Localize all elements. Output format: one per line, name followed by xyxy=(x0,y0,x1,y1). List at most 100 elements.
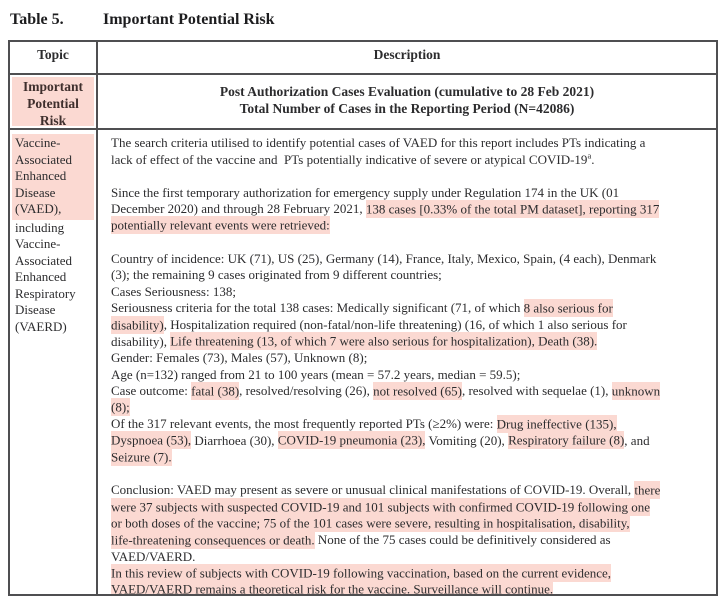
subheader-topic-line: Potential xyxy=(27,95,79,111)
text-line: (VAERD) xyxy=(15,319,94,336)
plain-text: . xyxy=(591,151,595,167)
plain-text: , and xyxy=(624,432,650,448)
plain-text: including xyxy=(15,219,65,235)
text-line: Disease xyxy=(15,185,94,202)
highlighted-text: life-threatening consequences or death. xyxy=(111,530,315,549)
topic-cell-vaed: Vaccine- Associated Enhanced Disease (VAED),… xyxy=(10,130,98,594)
text-line: disability), Life threatening (13, of wh… xyxy=(111,332,710,351)
plain-text: December 2020) and through 28 February 2… xyxy=(111,201,366,217)
plain-text: Cases Seriousness: 138; xyxy=(111,283,236,299)
highlighted-text: disability) xyxy=(111,315,164,334)
highlighted-text: 138 cases [0.33% of the total PM dataset… xyxy=(365,199,660,218)
column-header-description: Description xyxy=(98,42,716,75)
plain-text: Since the first temporary authorization … xyxy=(111,184,620,200)
text-line: Enhanced xyxy=(15,269,94,286)
paragraph-spacer xyxy=(111,234,710,251)
highlighted-text: there xyxy=(634,480,661,499)
highlighted-text: not resolved (65) xyxy=(373,381,462,400)
text-line: Seizure (7). xyxy=(111,447,710,466)
text-line: Associated xyxy=(15,152,94,169)
text-line: Disease xyxy=(15,302,94,319)
text-line: were 37 subjects with suspected COVID-19… xyxy=(111,497,710,516)
total-cases-line: Total Number of Cases in the Reporting P… xyxy=(239,101,575,116)
highlighted-text: Drug ineffective (135), xyxy=(496,414,617,433)
text-line: Vaccine- xyxy=(15,236,94,253)
paragraph-spacer xyxy=(111,168,710,185)
text-line: (8); xyxy=(111,398,710,417)
plain-text: Enhanced xyxy=(15,269,67,285)
plain-text: (VAED), xyxy=(15,201,62,217)
post-authorization-line: Post Authorization Cases Evaluation (cum… xyxy=(219,84,595,99)
topic-highlight-block: Vaccine- Associated Enhanced Disease (VAED), xyxy=(12,134,94,220)
plain-text: Vomiting (20), xyxy=(425,432,509,448)
plain-text: Conclusion: VAED may present as severe o… xyxy=(111,482,635,498)
highlighted-text: (8); xyxy=(111,398,130,417)
plain-text: Enhanced xyxy=(15,168,67,184)
subheader-topic-cell: Important Potential Risk xyxy=(10,75,98,130)
text-line: Dyspnoea (53), Diarrhoea (30), COVID-19 … xyxy=(111,431,710,450)
plain-text: Age (n=132) ranged from 21 to 100 years … xyxy=(111,366,521,382)
text-line: Respiratory xyxy=(15,286,94,303)
subheader-topic-line: Important xyxy=(23,79,83,94)
plain-text: Disease xyxy=(15,184,56,200)
page-title: Table 5. Important Potential Risk xyxy=(10,11,275,29)
plain-text: , Hospitalization required (non-fatal/no… xyxy=(163,317,627,333)
highlighted-text: COVID-19 pneumonia (23), xyxy=(277,431,426,450)
plain-text: (3); the remaining 9 cases originated fr… xyxy=(111,267,442,283)
plain-text: Gender: Females (73), Males (57), Unknow… xyxy=(111,350,368,366)
plain-text: Diarrhoea (30), xyxy=(191,432,278,448)
highlighted-text: Respiratory failure (8) xyxy=(508,431,625,450)
plain-text: VAED/VAERD. xyxy=(111,548,196,564)
table-title-text: Important Potential Risk xyxy=(103,11,275,28)
text-line: Country of incidence: UK (71), US (25), … xyxy=(111,251,710,268)
highlighted-text: were 37 subjects with suspected COVID-19… xyxy=(111,497,651,516)
important-potential-risk-label: Important Potential Risk xyxy=(12,77,94,128)
text-line: The search criteria utilised to identify… xyxy=(111,135,710,152)
topic-plain-block: including Vaccine- Associated Enhanced Respi… xyxy=(12,220,94,336)
plain-text: The search criteria utilised to identify… xyxy=(111,135,646,150)
plain-text: lack of effect of the vaccine and PTs po… xyxy=(111,151,588,167)
text-line: Conclusion: VAED may present as severe o… xyxy=(111,480,710,499)
highlighted-text: Dyspnoea (53), xyxy=(111,431,192,450)
highlighted-text: unknown xyxy=(611,381,661,400)
text-line: December 2020) and through 28 February 2… xyxy=(111,199,710,218)
text-line: Of the 317 relevant events, the most fre… xyxy=(111,414,710,433)
text-line: Gender: Females (73), Males (57), Unknow… xyxy=(111,350,710,367)
plain-text: Country of incidence: UK (71), US (25), … xyxy=(111,250,657,266)
table-number-label: Table 5. xyxy=(10,11,64,28)
highlighted-text: 8 also serious for xyxy=(523,298,613,317)
text-line: VAED/VAERD remains a theoretical risk fo… xyxy=(111,580,710,594)
plain-text: Associated xyxy=(15,151,73,167)
highlighted-text: or both doses of the vaccine; 75 of the … xyxy=(111,514,630,533)
plain-text: Associated xyxy=(15,252,73,268)
highlighted-text: In this review of subjects with COVID-19… xyxy=(111,563,611,582)
text-line: Case outcome: fatal (38), resolved/resol… xyxy=(111,381,710,400)
highlighted-text: VAED/VAERD remains a theoretical risk fo… xyxy=(111,580,554,594)
text-line: VAED/VAERD. xyxy=(111,549,710,566)
highlighted-text: Seizure (7). xyxy=(111,447,172,466)
text-line: life-threatening consequences or death. … xyxy=(111,530,710,549)
plain-text: , resolved with sequelae (1), xyxy=(461,383,612,399)
text-line: Since the first temporary authorization … xyxy=(111,185,710,202)
text-line: Associated xyxy=(15,253,94,270)
text-line: or both doses of the vaccine; 75 of the … xyxy=(111,514,710,533)
plain-text: disability), xyxy=(111,333,171,349)
plain-text: Seriousness criteria for the total 138 c… xyxy=(111,300,524,316)
text-line: disability), Hospitalization required (n… xyxy=(111,315,710,334)
text-line: including xyxy=(15,220,94,237)
plain-text: Disease xyxy=(15,302,56,318)
plain-text: Case outcome: xyxy=(111,383,192,399)
text-line: In this review of subjects with COVID-19… xyxy=(111,563,710,582)
highlighted-text: potentially relevant events were retriev… xyxy=(111,216,330,235)
highlighted-text: fatal (38) xyxy=(191,381,240,400)
plain-text: (VAERD) xyxy=(15,319,67,335)
column-header-topic: Topic xyxy=(10,42,98,75)
text-line: potentially relevant events were retriev… xyxy=(111,216,710,235)
text-line: Enhanced xyxy=(15,168,94,185)
text-line: Cases Seriousness: 138; xyxy=(111,284,710,301)
important-potential-risk-table: Topic Description Important Potential Ri… xyxy=(8,40,718,596)
plain-text: , resolved/resolving (26), xyxy=(239,383,374,399)
text-line: lack of effect of the vaccine and PTs po… xyxy=(111,151,710,169)
paragraph-spacer xyxy=(111,466,710,483)
text-line: Age (n=132) ranged from 21 to 100 years … xyxy=(111,367,710,384)
